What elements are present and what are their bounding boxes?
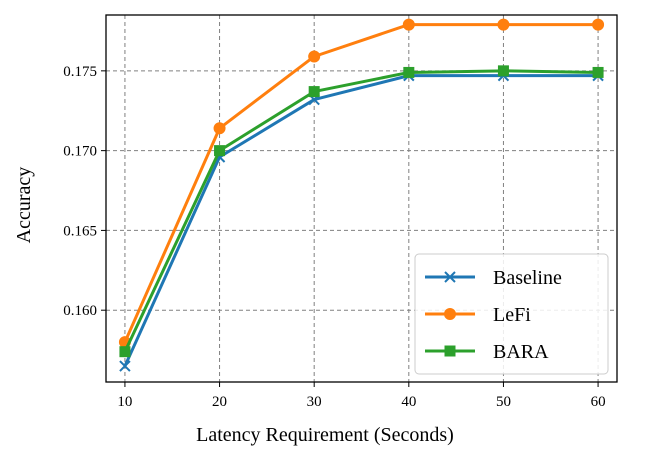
x-axis-label: Latency Requirement (Seconds) — [196, 424, 454, 446]
x-tick-label: 60 — [591, 394, 606, 410]
bara-point — [119, 346, 131, 358]
bara-line — [123, 69, 599, 353]
baseline-point — [119, 360, 131, 372]
legend-items: Baseline LeFi BARA — [425, 267, 562, 363]
legend-swatch-marker — [444, 345, 456, 357]
legend-item-bara: BARA — [425, 341, 549, 363]
y-axis-label: Accuracy — [13, 167, 35, 244]
bara-point — [592, 66, 604, 78]
x-tick-label: 20 — [212, 394, 227, 410]
lefi-point — [308, 50, 321, 63]
bara-point — [308, 86, 320, 98]
legend-label: LeFi — [493, 304, 531, 326]
y-tick-label: 0.170 — [63, 144, 97, 160]
series-layer — [118, 18, 605, 372]
x-tick-label: 10 — [117, 394, 132, 410]
lefi-point — [497, 18, 510, 31]
legend: Baseline LeFi BARA — [414, 253, 609, 375]
x-tick-label: 30 — [307, 394, 322, 410]
lefi-point — [402, 18, 415, 31]
grid-lines — [106, 15, 617, 382]
plot-area-frame — [105, 14, 618, 383]
x-tick-label: 40 — [401, 394, 416, 410]
legend-box — [414, 253, 609, 375]
x-tick-label: 50 — [496, 394, 511, 410]
lefi-point — [592, 18, 605, 31]
legend-label: BARA — [493, 341, 549, 363]
bara-point — [497, 65, 509, 77]
bara-point — [214, 145, 226, 157]
legend-item-baseline: Baseline — [425, 267, 562, 289]
series-bara — [119, 65, 604, 358]
bara-point — [403, 66, 415, 78]
legend-swatch-marker — [444, 271, 456, 283]
y-tick-label: 0.175 — [63, 64, 97, 80]
legend-item-lefi: LeFi — [425, 304, 531, 326]
legend-swatch-marker — [444, 308, 456, 320]
lefi-point — [213, 122, 226, 135]
y-tick-label: 0.160 — [63, 303, 97, 319]
axis-ticks: 10 20 30 40 50 60 0.160 0.165 0.170 0.175 — [63, 64, 605, 410]
y-tick-label: 0.165 — [63, 223, 97, 239]
lefi-line — [123, 23, 599, 343]
baseline-line — [123, 74, 599, 367]
legend-label: Baseline — [493, 267, 562, 289]
